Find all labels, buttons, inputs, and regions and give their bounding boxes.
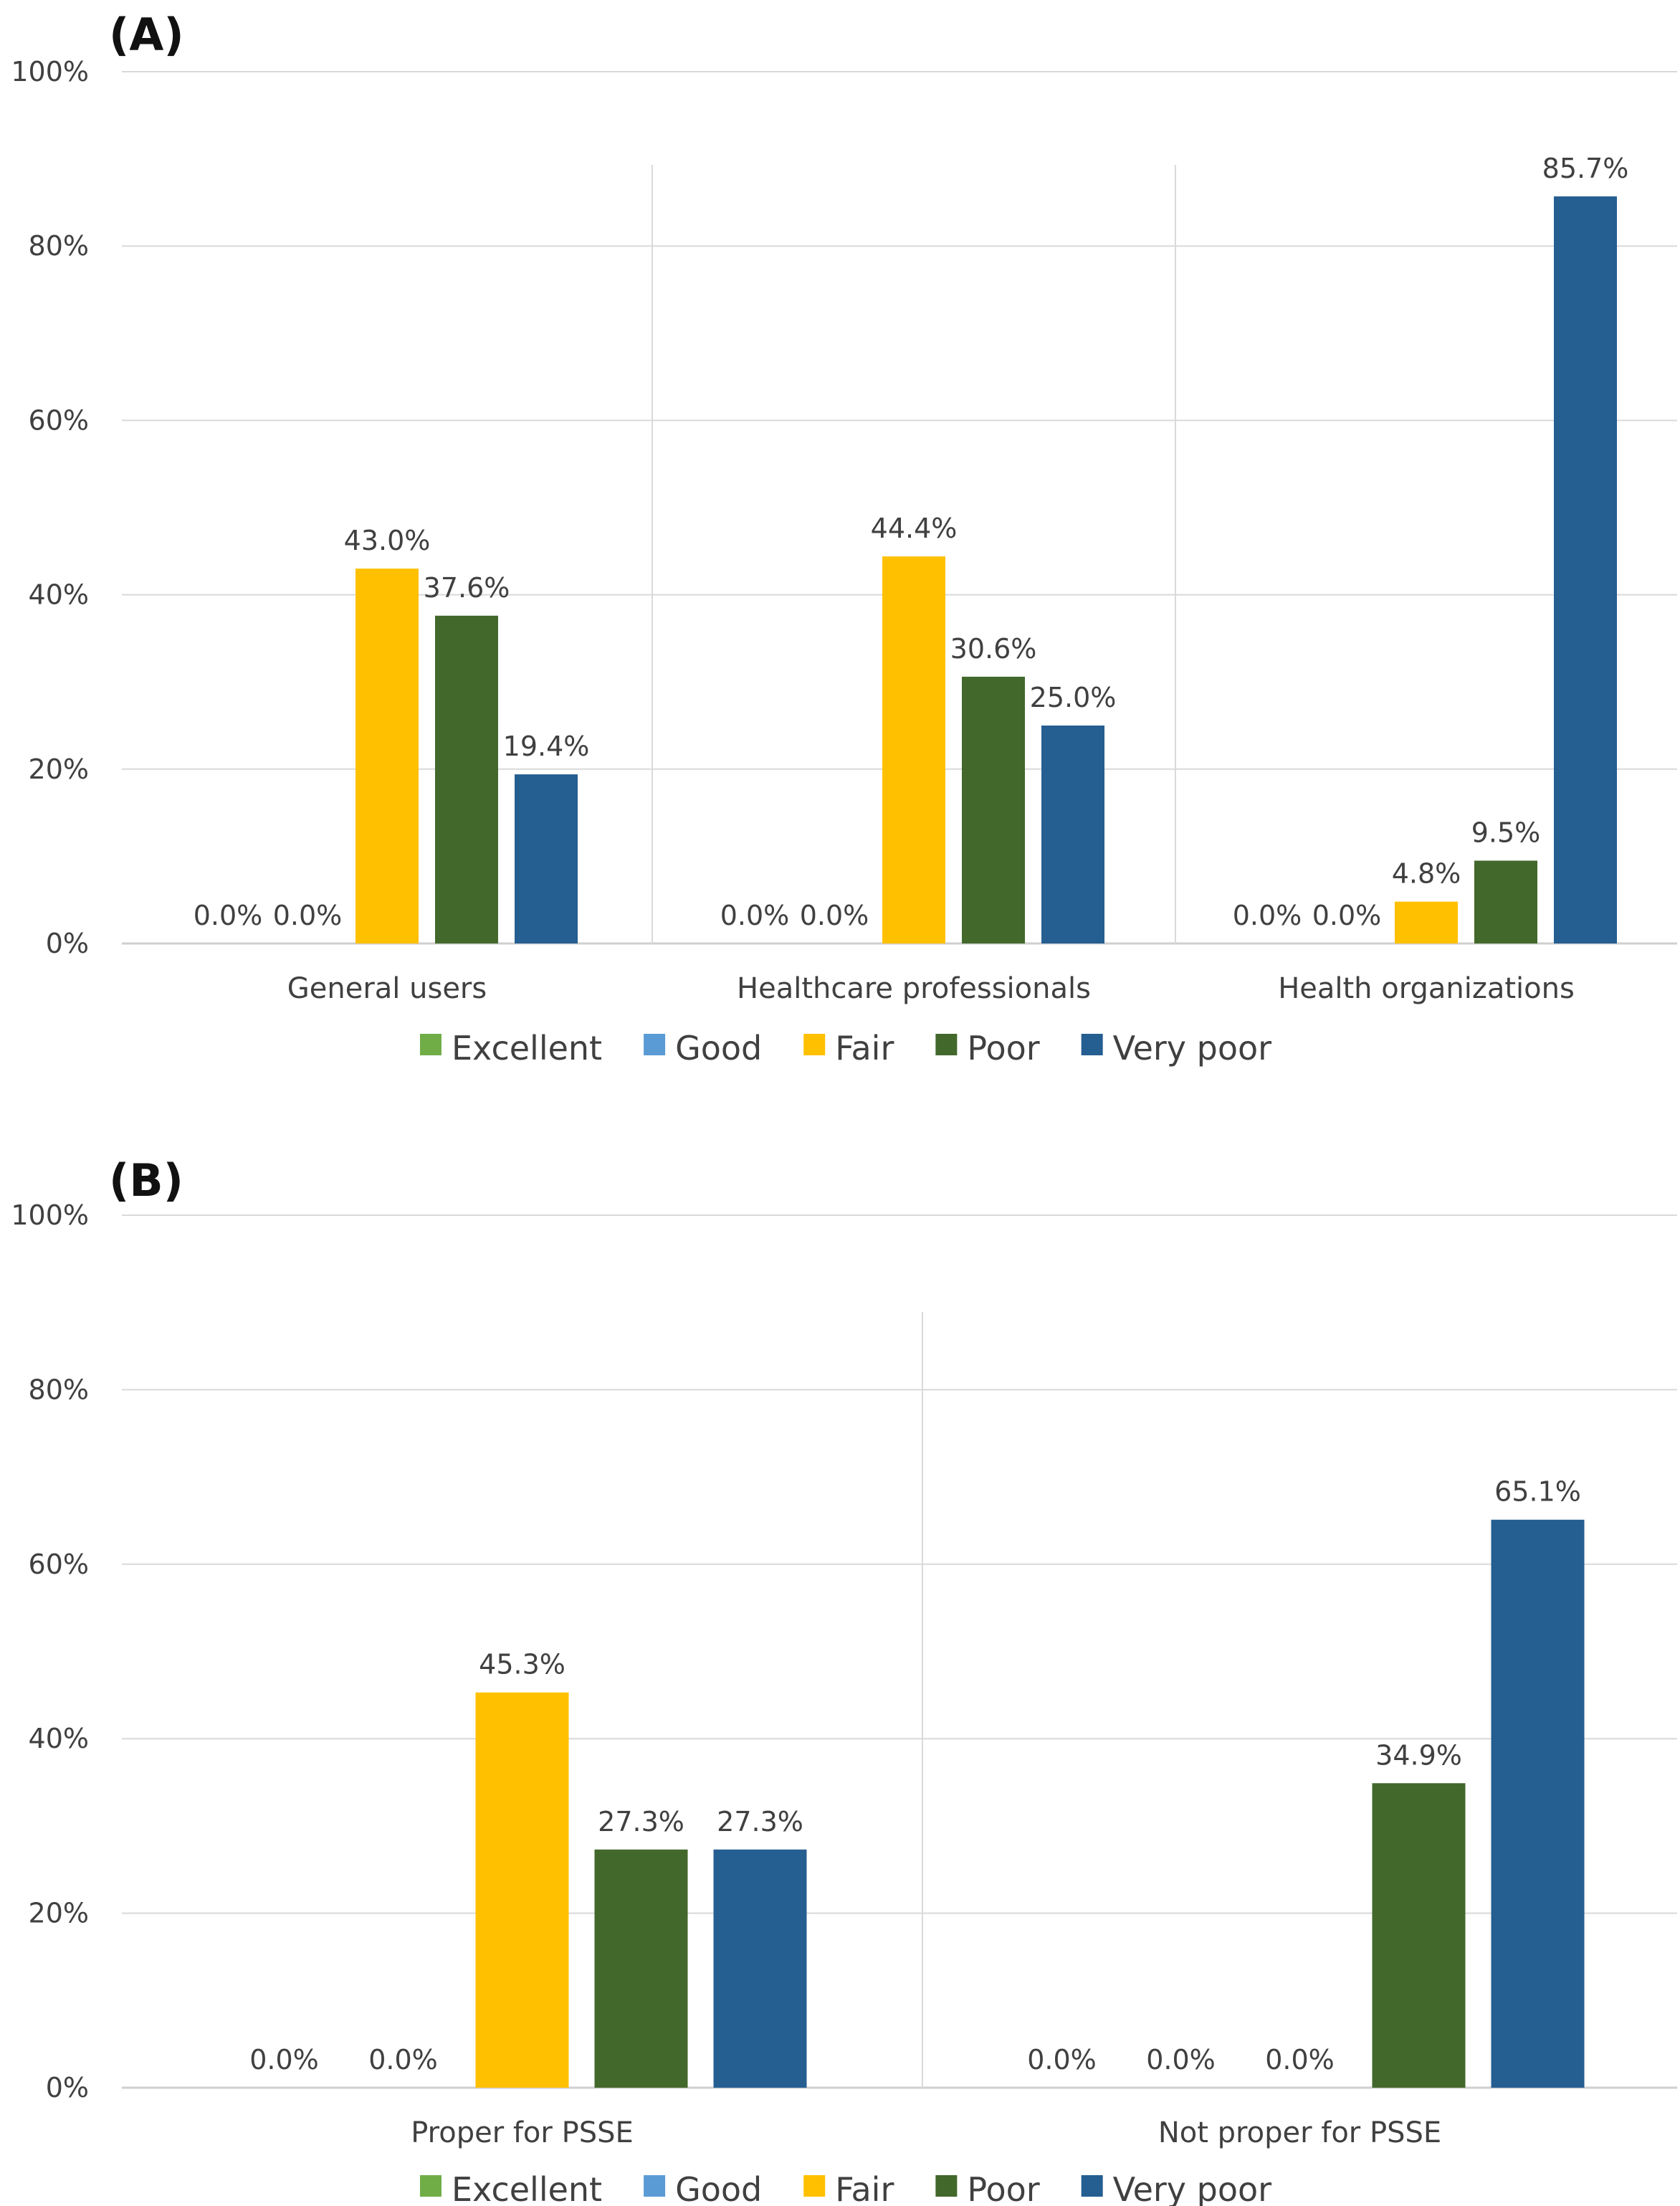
data-label: 45.3%: [479, 1649, 565, 1680]
legend: Excellent Good Fair Poor Very poor: [419, 2170, 1271, 2206]
data-label: 30.6%: [950, 633, 1037, 665]
bar-poor: [1474, 860, 1537, 943]
bar-very-poor: [1554, 196, 1617, 944]
data-label: 43.0%: [344, 525, 431, 556]
bar-poor: [594, 1849, 688, 2088]
y-tick-label: 40%: [29, 1723, 89, 1754]
data-label: 44.4%: [871, 513, 958, 544]
data-label: 19.4%: [503, 731, 590, 762]
legend-swatch-good: [644, 2175, 666, 2197]
y-tick-label: 80%: [29, 230, 89, 262]
chart-panel-a: (A) 0% 20% 40% 60% 80% 100% 0.0% 0.0% 43.0% 37.6% 1…: [11, 9, 1677, 1068]
data-label: 25.0%: [1030, 682, 1117, 713]
bar-fair: [355, 569, 419, 943]
data-label: 0.0%: [368, 2044, 438, 2076]
legend-swatch-excellent: [419, 1034, 442, 1055]
chart-panel-b: (B) 0% 20% 40% 60% 80% 100% 0.0% 0.0% 45.3% 27.3% 2…: [11, 1154, 1677, 2206]
category-label: Health organizations: [1278, 972, 1575, 1005]
bar-fair: [882, 556, 945, 943]
legend-swatch-poor: [935, 2175, 958, 2197]
data-label: 37.6%: [424, 572, 510, 604]
legend-label: Very poor: [1113, 2170, 1271, 2206]
bar-poor: [962, 676, 1025, 943]
data-label: 85.7%: [1542, 153, 1629, 184]
bar-very-poor: [1491, 1519, 1585, 2088]
legend-swatch-fair: [803, 1034, 826, 1055]
data-label: 0.0%: [273, 900, 343, 931]
legend-swatch-very-poor: [1081, 2175, 1103, 2197]
data-label: 0.0%: [1027, 2044, 1097, 2076]
y-tick-label: 60%: [29, 404, 89, 436]
bar-very-poor: [515, 774, 578, 943]
data-label: 0.0%: [1265, 2044, 1335, 2076]
legend-label: Excellent: [452, 1029, 602, 1068]
data-label: 0.0%: [249, 2044, 319, 2076]
bar-very-poor: [1041, 726, 1104, 943]
data-label: 34.9%: [1375, 1739, 1462, 1771]
category-label: Proper for PSSE: [411, 2116, 634, 2149]
legend-swatch-excellent: [419, 2175, 442, 2197]
bar-fair: [1395, 901, 1458, 943]
legend-label: Good: [675, 2170, 762, 2206]
data-label: 27.3%: [598, 1806, 684, 1837]
data-label: 0.0%: [1233, 900, 1302, 931]
legend-swatch-very-poor: [1081, 1034, 1103, 1055]
y-tick-label: 60%: [29, 1549, 89, 1580]
y-tick-label: 0%: [46, 928, 89, 959]
panel-label: (B): [109, 1154, 183, 1207]
data-label: 9.5%: [1471, 817, 1541, 848]
data-label: 4.8%: [1392, 858, 1461, 890]
y-tick-label: 20%: [29, 1898, 89, 1929]
data-label: 0.0%: [194, 900, 263, 931]
legend-swatch-fair: [803, 2175, 826, 2197]
legend: Excellent Good Fair Poor Very poor: [419, 1029, 1271, 1068]
data-label: 65.1%: [1494, 1476, 1581, 1508]
y-tick-label: 100%: [11, 1199, 89, 1231]
bar-very-poor: [713, 1849, 807, 2088]
data-label: 0.0%: [1146, 2044, 1216, 2076]
legend-label: Poor: [967, 1029, 1039, 1068]
legend-label: Poor: [967, 2170, 1039, 2206]
legend-label: Fair: [835, 2170, 894, 2206]
legend-label: Fair: [835, 1029, 894, 1068]
y-tick-label: 100%: [11, 56, 89, 87]
legend-swatch-good: [644, 1034, 666, 1055]
y-tick-label: 80%: [29, 1374, 89, 1405]
data-label: 0.0%: [1312, 900, 1382, 931]
y-tick-label: 40%: [29, 579, 89, 611]
legend-label: Excellent: [452, 2170, 602, 2206]
y-tick-label: 20%: [29, 753, 89, 785]
bar-fair: [475, 1692, 569, 2088]
panel-label: (A): [109, 9, 184, 61]
legend-swatch-poor: [935, 1034, 958, 1055]
data-label: 27.3%: [717, 1806, 803, 1837]
legend-label: Good: [675, 1029, 762, 1068]
category-label: Not proper for PSSE: [1158, 2116, 1441, 2149]
legend-label: Very poor: [1113, 1029, 1271, 1068]
category-label: Healthcare professionals: [737, 972, 1091, 1005]
bar-poor: [435, 615, 498, 943]
y-tick-label: 0%: [46, 2072, 89, 2103]
category-label: General users: [287, 972, 487, 1005]
data-label: 0.0%: [800, 900, 869, 931]
data-label: 0.0%: [720, 900, 790, 931]
bar-poor: [1372, 1783, 1466, 2088]
